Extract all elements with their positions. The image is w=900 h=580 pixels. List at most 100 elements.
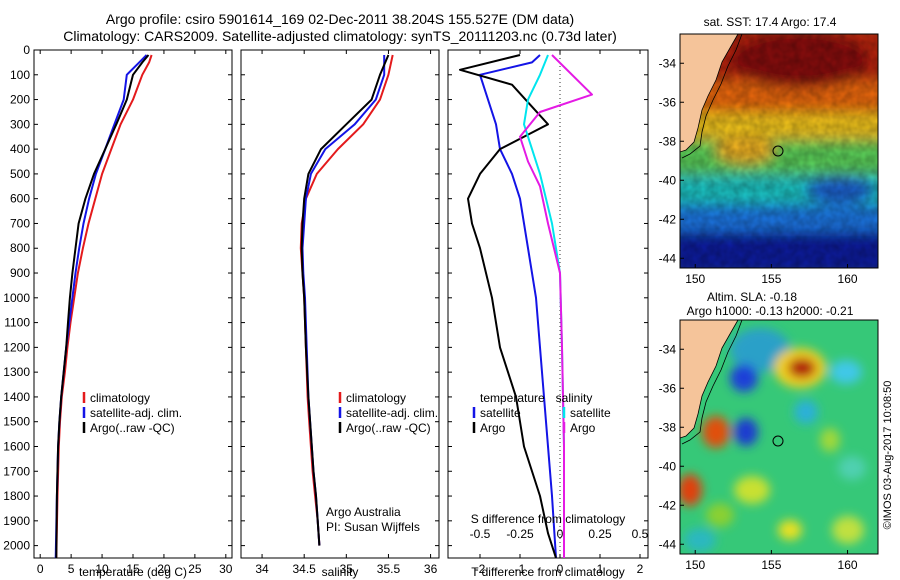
x-tick-label: 34 <box>255 562 269 576</box>
sla-blob-12 <box>778 520 802 540</box>
salinity-xlabel: salinity <box>322 565 359 579</box>
temperature-xlabel: temperature (deg C) <box>79 565 187 579</box>
sla-blob-6 <box>702 416 730 448</box>
x-tick-label: -1 <box>515 562 526 576</box>
depth-tick-label: 1400 <box>3 390 30 404</box>
depth-tick-label: 1600 <box>3 439 30 453</box>
x-tick-label: -2 <box>475 562 486 576</box>
legend-label: satellite-adj. clim. <box>90 406 182 420</box>
x-tick-label: 5 <box>68 562 75 576</box>
depth-tick-label: 2000 <box>3 539 30 553</box>
map-y-tick-label: -42 <box>659 212 677 226</box>
sst-map-title: sat. SST: 17.4 Argo: 17.4 <box>704 15 837 29</box>
x-tick-label: 25 <box>188 562 202 576</box>
sla-blob-15 <box>832 516 864 544</box>
map-x-tick-label: 155 <box>761 558 781 572</box>
top-tick-label: 0.25 <box>588 527 612 541</box>
map-y-tick-label: -34 <box>659 342 677 356</box>
map-x-tick-label: 150 <box>685 558 705 572</box>
x-tick-label: 30 <box>219 562 233 576</box>
map-x-tick-label: 160 <box>838 272 858 286</box>
depth-tick-label: 800 <box>10 241 30 255</box>
legend-label: Argo <box>480 421 506 435</box>
map-x-tick-label: 155 <box>761 272 781 286</box>
legend-label: climatology <box>346 391 406 405</box>
legend-label: Argo <box>570 421 596 435</box>
sst-land <box>680 34 739 153</box>
map-y-tick-label: -42 <box>659 498 677 512</box>
map-y-tick-label: -34 <box>659 56 677 70</box>
x-tick-label: 35 <box>340 562 354 576</box>
legend-label: Argo(..raw -QC) <box>90 421 175 435</box>
map-y-tick-label: -40 <box>659 459 677 473</box>
sla-blob-11 <box>706 503 734 527</box>
sla-blob-8 <box>794 400 818 424</box>
difference-xlabel: T difference from climatology <box>471 565 625 579</box>
x-tick-label: 10 <box>95 562 109 576</box>
legend-group-title: salinity <box>556 391 593 405</box>
legend-label: climatology <box>90 391 150 405</box>
x-tick-label: 20 <box>157 562 171 576</box>
depth-tick-label: 1700 <box>3 464 30 478</box>
sst-map <box>680 34 878 268</box>
legend-label: satellite <box>480 406 521 420</box>
depth-tick-label: 900 <box>10 266 30 280</box>
header-line2: Climatology: CARS2009. Satellite-adjuste… <box>63 28 617 44</box>
sla-map-title-1: Altim. SLA: -0.18 <box>707 290 797 304</box>
x-tick-label: 1 <box>597 562 604 576</box>
sla-map-frame <box>679 319 879 555</box>
depth-tick-label: 1800 <box>3 489 30 503</box>
sla-blob-14 <box>838 456 866 480</box>
depth-tick-label: 1500 <box>3 415 30 429</box>
x-tick-label: 0 <box>557 562 564 576</box>
sla-blob-16 <box>684 528 716 552</box>
salinity-x-ticks: 34 34.5 35 35.5 36 <box>255 50 438 576</box>
sla-argo-marker <box>772 435 784 447</box>
sst-argo-marker <box>772 145 784 157</box>
sla-blob-13 <box>820 428 840 452</box>
difference-axes <box>447 49 649 559</box>
sla-blob-9 <box>680 474 702 506</box>
sst-map-frame <box>679 33 879 269</box>
sla-blob-1 <box>730 328 790 372</box>
depth-tick-label: 1200 <box>3 340 30 354</box>
top-tick-label: -0.5 <box>470 527 491 541</box>
depth-tick-label: 200 <box>10 93 30 107</box>
header-line1: Argo profile: csiro 5901614_169 02-Dec-2… <box>106 11 574 27</box>
depth-tick-label: 100 <box>10 68 30 82</box>
depth-tick-label: 600 <box>10 192 30 206</box>
legend-group-title: temperature <box>480 391 545 405</box>
difference-x-ticks: -2 -1 0 1 2 -0.5 -0.25 0 0.25 0.5 <box>470 50 649 576</box>
sla-map-ticks: 150 155 160 -34 -36 -38 -40 -42 -44 <box>659 342 858 572</box>
map-y-tick-label: -44 <box>659 251 677 265</box>
sla-blob-10 <box>734 476 770 504</box>
map-y-tick-label: -44 <box>659 537 677 551</box>
map-y-tick-label: -38 <box>659 134 677 148</box>
sla-shelf-contour <box>681 320 743 445</box>
series-argo-raw-qc- <box>55 54 150 558</box>
salinity-axes <box>240 49 440 559</box>
sla-map-title-2: Argo h1000: -0.13 h2000: -0.21 <box>687 304 854 318</box>
legend-label: satellite <box>570 406 611 420</box>
sla-land <box>680 320 739 439</box>
map-y-tick-label: -38 <box>659 420 677 434</box>
temperature-x-ticks: 0 5 10 15 20 25 30 <box>37 50 233 576</box>
depth-tick-label: 1000 <box>3 291 30 305</box>
top-tick-label: -0.25 <box>506 527 534 541</box>
map-y-tick-label: -40 <box>659 173 677 187</box>
series-salinity-argo <box>519 54 593 558</box>
top-tick-label: 0 <box>557 527 564 541</box>
x-tick-label: 0 <box>37 562 44 576</box>
sla-map <box>680 320 878 554</box>
depth-tick-label: 300 <box>10 117 30 131</box>
x-tick-label: 2 <box>637 562 644 576</box>
map-y-tick-label: -36 <box>659 95 677 109</box>
legend-label: satellite-adj. clim. <box>346 406 438 420</box>
depth-tick-label: 1300 <box>3 365 30 379</box>
series-argo-raw-qc- <box>300 54 390 546</box>
depth-tick-label: 1900 <box>3 514 30 528</box>
map-x-tick-label: 160 <box>838 558 858 572</box>
